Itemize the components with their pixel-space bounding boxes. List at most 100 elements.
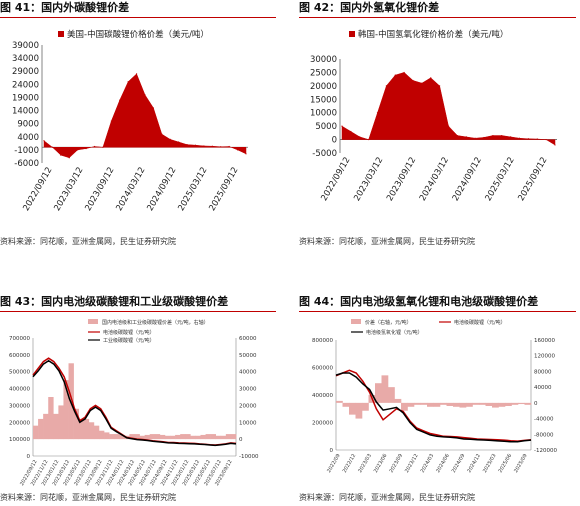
spread-bar xyxy=(485,402,493,406)
y-left-tick-label: 200000 xyxy=(9,420,30,426)
data-point xyxy=(135,73,138,75)
data-point xyxy=(152,107,155,109)
x-tick-label: 2024/03 xyxy=(420,453,436,474)
y-left-tick-label: 700000 xyxy=(9,336,30,342)
x-tick-label: 2025/03/12 xyxy=(484,156,517,203)
y-tick-label: 5000 xyxy=(315,122,337,132)
data-point xyxy=(554,144,556,146)
data-point xyxy=(186,144,188,146)
spread-bar xyxy=(342,402,350,407)
figure-41-panel: 图 41：国内外碳酸锂价差 美国-中国碳酸锂价格价差（美元/吨） 39000 340… xyxy=(0,0,280,250)
spread-bar xyxy=(180,434,186,440)
data-point xyxy=(447,125,450,127)
x-tick-label: 2023/03/12 xyxy=(352,156,385,203)
spread-bar xyxy=(375,383,382,403)
figure-44-source: 资料来源：同花顺，亚洲金属网，民生证券研究院 xyxy=(299,493,475,502)
spread-bar xyxy=(381,375,389,403)
data-point xyxy=(474,137,476,139)
data-point xyxy=(110,120,112,122)
spread-bar xyxy=(43,413,49,440)
data-point xyxy=(501,134,503,137)
y-left-tick-label: 400000 xyxy=(312,393,333,399)
spread-bar xyxy=(185,434,191,440)
x-tick-label: 2025/09/12 xyxy=(516,156,549,203)
spread-bar xyxy=(164,435,171,440)
spread-bar xyxy=(83,418,90,440)
spread-bar xyxy=(144,434,151,440)
y-right-tick-label: -10000 xyxy=(239,454,259,460)
spread-bar xyxy=(48,397,54,440)
spread-bar xyxy=(73,408,79,440)
x-tick-label: 2023/12 xyxy=(404,453,420,474)
data-point xyxy=(510,136,512,138)
spread-bar xyxy=(88,422,95,440)
x-tick-label: 2022/09/12 xyxy=(21,166,54,213)
legend-label: 国内电池级和工业级碳酸锂价差（元/吨，右轴） xyxy=(102,319,209,326)
spread-bar xyxy=(200,434,206,440)
spread-bar xyxy=(407,402,415,407)
y-right-tick-label: 10000 xyxy=(239,420,257,426)
spread-bar xyxy=(388,387,395,403)
data-point xyxy=(403,71,405,74)
x-tick-label: 2025/03/12 xyxy=(176,166,209,213)
y-left-tick-label: 100000 xyxy=(9,437,30,443)
y-right-tick-label: 40000 xyxy=(239,370,257,376)
x-tick-label: 2023/09 xyxy=(388,453,404,474)
data-point xyxy=(60,154,62,156)
x-tick-label: 2022/09 xyxy=(326,453,342,474)
data-point xyxy=(456,134,458,137)
data-point xyxy=(492,134,494,137)
data-point xyxy=(527,138,529,140)
x-tick-label: 2024/06 xyxy=(435,453,451,474)
figure-41-source: 资料来源：同花顺，亚洲金属网，民生证券研究院 xyxy=(0,237,176,246)
spread-bar xyxy=(134,434,140,440)
y-left-tick-label: 600000 xyxy=(312,366,333,372)
data-point xyxy=(350,130,352,133)
series-area xyxy=(43,73,247,159)
spread-bar xyxy=(109,434,115,440)
figure-43-source: 资料来源：同花顺，亚洲金属网，民生证券研究院 xyxy=(0,493,176,502)
figure-41-chart: 美国-中国碳酸锂价格价差（美元/吨） 39000 34000 29000 24000 19… xyxy=(12,29,248,213)
y-right-tick-label: 80000 xyxy=(534,369,552,375)
data-point xyxy=(518,137,521,139)
y-right-tick-label: 60000 xyxy=(239,336,257,342)
y-tick-label: 15000 xyxy=(310,95,337,105)
y-tick-label: 39000 xyxy=(12,41,39,51)
legend-label: 电池级碳酸锂（元/吨） xyxy=(454,319,506,326)
spread-bar xyxy=(498,402,506,407)
figure-42-title: 图 42：国内外氢氧化锂价差 xyxy=(299,1,440,14)
x-tick-label: 2023/03 xyxy=(357,453,373,474)
line-series-2 xyxy=(335,372,532,443)
data-point xyxy=(412,79,414,82)
spread-bar xyxy=(205,434,211,440)
spread-bar xyxy=(58,405,64,440)
y-tick-label: -6000 xyxy=(14,159,39,169)
y-tick-label: 30000 xyxy=(310,55,337,65)
figure-43-panel: 图 43：国内电池级碳酸锂和工业级碳酸锂价差 国内电池级和工业级碳酸锂价差（元/… xyxy=(0,294,280,506)
spread-bar xyxy=(170,435,176,440)
x-tick-label: 2024/09/12 xyxy=(451,156,484,203)
spread-bar xyxy=(53,413,59,440)
x-tick-label: 2024/12 xyxy=(466,453,482,474)
spread-bar xyxy=(98,430,105,440)
spread-bar xyxy=(210,434,216,440)
figure-44-title: 图 44：国内电池级氢氧化锂和电池级碳酸锂价差 xyxy=(299,295,539,308)
legend-label: 美国-中国碳酸锂价格价差（美元/吨） xyxy=(67,29,209,40)
spread-bar xyxy=(414,402,421,405)
data-point xyxy=(68,157,70,159)
y-right-tick-label: -40000 xyxy=(534,417,554,423)
legend-swatch-spread xyxy=(351,319,361,324)
x-tick-label: 2024/03/12 xyxy=(418,156,451,203)
y-tick-label: 0 xyxy=(332,136,337,146)
spread-bar xyxy=(394,398,402,403)
data-point xyxy=(119,99,121,101)
data-point xyxy=(43,140,45,142)
x-tick-label: 2025/03 xyxy=(482,453,498,474)
legend-label: 韩国-中国氢氧化锂价格价差（美元/吨） xyxy=(358,29,508,40)
y-right-tick-label: 30000 xyxy=(239,387,257,393)
data-point xyxy=(203,145,205,147)
spread-bar xyxy=(440,402,447,405)
figure-44-chart: 价差（右轴，元/吨） 电池级碳酸锂（元/吨）电池级氢氧化锂（元/吨）8000006… xyxy=(312,319,557,474)
figure-43-title-rule xyxy=(0,311,276,312)
spread-bar xyxy=(190,435,196,440)
